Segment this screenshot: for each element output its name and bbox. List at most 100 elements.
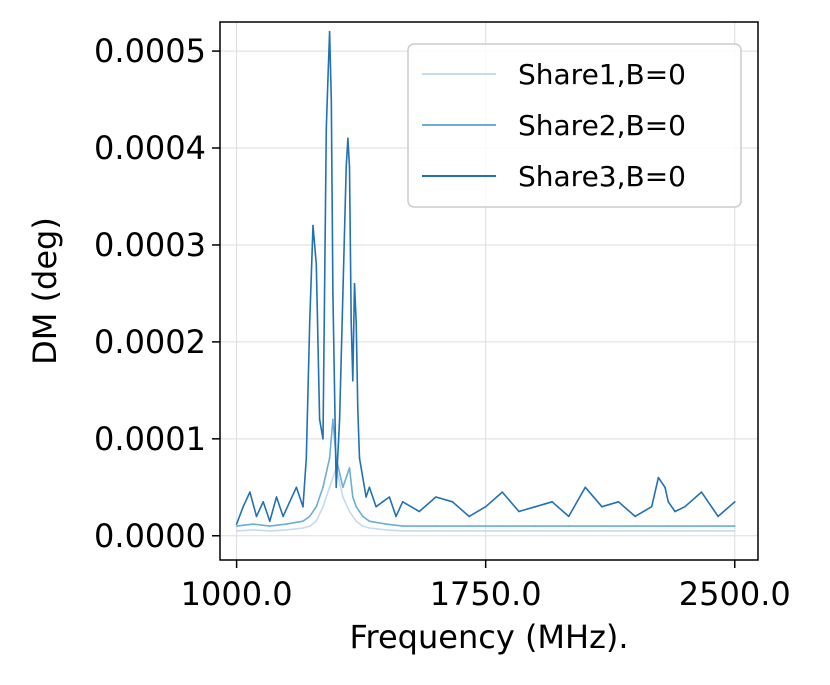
data-point — [362, 525, 364, 527]
data-point — [255, 515, 258, 518]
data-point — [355, 321, 358, 324]
data-point — [567, 530, 570, 532]
data-point — [288, 501, 291, 503]
data-point — [674, 510, 676, 513]
legend-label: Share1,B=0 — [518, 58, 686, 91]
data-point — [388, 496, 391, 498]
data-point — [312, 224, 314, 227]
data-point — [617, 501, 620, 503]
data-point — [468, 530, 470, 532]
data-point — [717, 515, 719, 518]
data-point — [282, 515, 284, 518]
data-point — [634, 530, 636, 532]
data-point — [385, 523, 387, 525]
data-point — [342, 486, 344, 489]
data-point — [252, 529, 254, 531]
data-point — [347, 137, 349, 140]
data-point — [328, 457, 331, 460]
data-point — [634, 525, 636, 527]
data-point — [353, 282, 356, 285]
data-point — [322, 486, 324, 489]
data-point — [567, 525, 570, 527]
data-point — [401, 501, 404, 503]
data-point — [368, 520, 371, 522]
data-point — [358, 457, 361, 460]
data-point — [667, 530, 670, 532]
legend: Share1,B=0 Share2,B=0 Share3,B=0 — [407, 43, 742, 208]
data-point — [249, 491, 251, 493]
data-point — [501, 491, 504, 493]
data-point — [269, 530, 271, 532]
data-point — [567, 515, 570, 518]
y-tick-label: 0.0005 — [94, 32, 206, 70]
data-point — [348, 166, 351, 169]
data-point — [381, 501, 384, 503]
axis-ticks: 1000.0 1750.0 2500.0 0.0000 0.0001 0.0002 0.00… — [94, 32, 791, 613]
y-tick-label: 0.0002 — [94, 323, 206, 361]
data-point — [484, 505, 487, 508]
data-point — [295, 486, 298, 489]
data-point — [664, 486, 666, 489]
y-tick-label: 0.0001 — [94, 420, 206, 458]
data-point — [418, 510, 421, 513]
data-point — [269, 525, 271, 527]
data-point — [534, 530, 537, 532]
data-point — [385, 529, 387, 531]
data-point — [235, 525, 238, 527]
data-point — [468, 515, 470, 518]
data-point — [342, 292, 344, 295]
data-point — [338, 418, 341, 421]
data-point — [667, 525, 670, 527]
data-point — [285, 523, 288, 525]
data-point — [305, 457, 308, 460]
data-point — [601, 530, 603, 532]
data-point — [551, 501, 553, 503]
data-point — [435, 496, 437, 498]
data-point — [401, 530, 404, 532]
data-point — [262, 501, 265, 503]
data-point — [518, 510, 520, 513]
x-axis-label: Frequency (MHz). — [349, 618, 628, 656]
data-point — [308, 515, 311, 518]
data-point — [302, 505, 304, 508]
data-point — [650, 505, 653, 508]
legend-label: Share2,B=0 — [518, 109, 686, 142]
data-point — [235, 530, 238, 532]
data-point — [734, 530, 736, 532]
data-point — [362, 476, 364, 479]
data-point — [468, 525, 470, 527]
data-point — [534, 505, 537, 508]
legend-box — [407, 43, 742, 208]
plot-frame — [219, 21, 759, 561]
y-tick-label: 0.0004 — [94, 129, 206, 167]
data-point — [348, 467, 351, 469]
data-point — [657, 476, 660, 479]
data-point — [700, 530, 703, 532]
data-point — [368, 527, 371, 529]
data-point — [330, 98, 333, 101]
data-point — [350, 321, 353, 324]
data-point — [315, 520, 318, 522]
data-point — [242, 505, 244, 508]
data-point — [302, 527, 304, 529]
data-point — [375, 505, 377, 508]
data-point — [275, 496, 278, 498]
data-point — [332, 418, 334, 421]
y-axis-label: DM (deg) — [26, 217, 64, 365]
data-point — [352, 496, 354, 498]
data-point — [352, 379, 354, 382]
data-point — [355, 505, 358, 508]
data-point — [235, 523, 238, 525]
data-point — [308, 525, 311, 527]
data-point — [734, 501, 736, 503]
data-point — [332, 292, 334, 295]
data-point — [501, 525, 504, 527]
data-point — [342, 496, 344, 498]
legend-label: Share3,B=0 — [518, 160, 686, 193]
data-point — [355, 520, 358, 522]
data-point — [345, 166, 348, 169]
data-point — [348, 510, 351, 513]
data-point — [601, 505, 603, 508]
data-point — [252, 523, 254, 525]
